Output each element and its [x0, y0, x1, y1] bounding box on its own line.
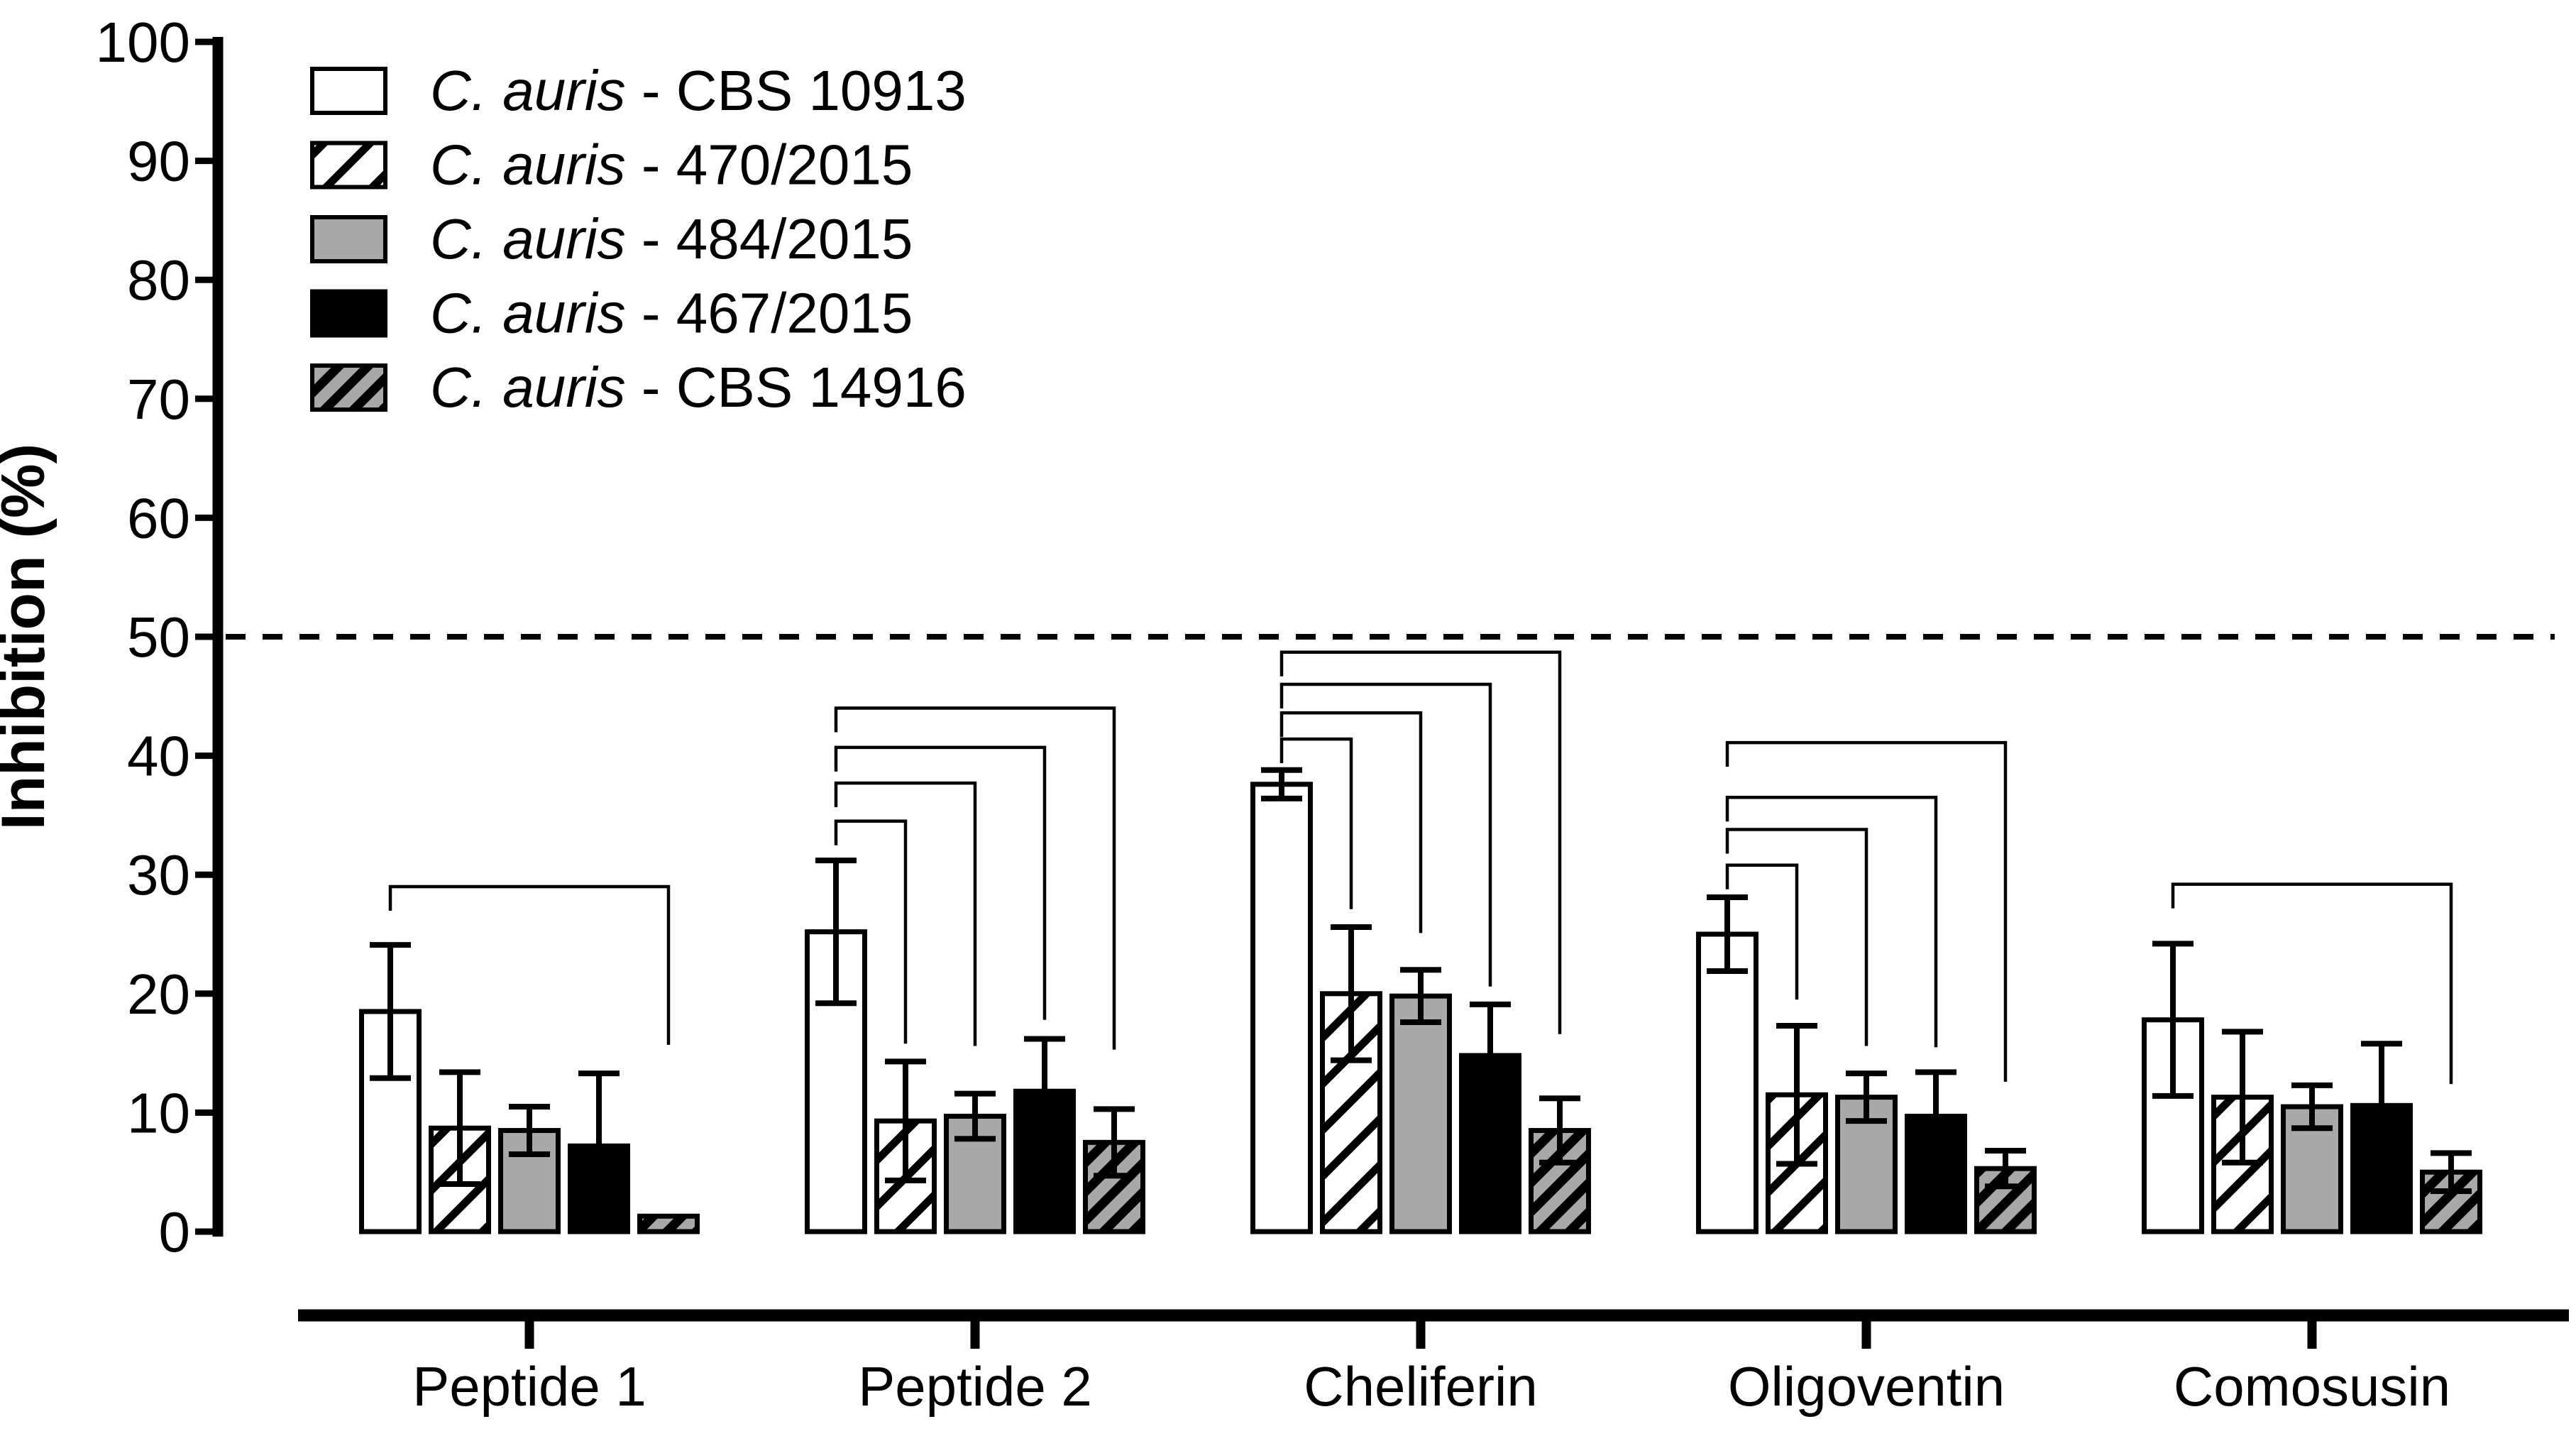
error-bar-peptide-1-484-2015: [509, 1104, 550, 1158]
error-bar-peptide-2-cbs-14916: [1094, 1106, 1135, 1179]
bars: [359, 767, 2482, 1234]
bar-peptide-1-cbs-14916: [637, 1213, 700, 1234]
error-bar-comosusin-467-2015: [2361, 1041, 2402, 1171]
significance-bracket-cheliferin-8: [1279, 682, 1492, 987]
y-tick-label-10: 10: [127, 1081, 190, 1144]
y-tick-label-40: 40: [127, 725, 190, 788]
significance-bracket-oligoventin-11: [1725, 828, 1868, 1046]
x-category-label-peptide-2: Peptide 2: [858, 1355, 1092, 1418]
significance-bracket-oligoventin-12: [1725, 796, 1938, 1048]
significance-bracket-peptide-2-4: [834, 745, 1047, 1020]
y-tick-label-60: 60: [127, 486, 190, 549]
significance-brackets: [388, 650, 2453, 1085]
legend-swatch-cbs-10913: [310, 67, 387, 115]
x-category-label-comosusin: Comosusin: [2174, 1355, 2450, 1418]
y-tick-label-50: 50: [127, 606, 190, 669]
error-bar-oligoventin-cbs-14916: [1985, 1148, 2026, 1190]
error-bar-cheliferin-cbs-10913: [1261, 767, 1302, 801]
significance-bracket-cheliferin-6: [1279, 737, 1353, 909]
error-bar-cheliferin-484-2015: [1400, 967, 1441, 1026]
y-tick-label-70: 70: [127, 368, 190, 431]
group-peptide-2: [805, 858, 1145, 1234]
error-bar-comosusin-cbs-10913: [2152, 941, 2194, 1099]
group-comosusin: [2142, 941, 2482, 1234]
x-category-label-cheliferin: Cheliferin: [1304, 1355, 1537, 1418]
x-category-label-peptide-1: Peptide 1: [412, 1355, 646, 1418]
group-cheliferin: [1250, 767, 1591, 1234]
group-oligoventin: [1696, 894, 2037, 1234]
legend-item-470-2015: C. auris - 470/2015: [310, 133, 913, 197]
error-bar-peptide-2-cbs-10913: [815, 858, 857, 1007]
x-category-label-oligoventin: Oligoventin: [1728, 1355, 2005, 1418]
error-bar-cheliferin-467-2015: [1470, 1001, 1511, 1110]
legend-label-470-2015: C. auris - 470/2015: [430, 133, 913, 197]
significance-bracket-peptide-2-3: [834, 781, 977, 1046]
legend-swatch-467-2015: [310, 289, 387, 338]
significance-bracket-oligoventin-10: [1725, 863, 1799, 1000]
legend-label-cbs-14916: C. auris - CBS 14916: [430, 356, 967, 419]
significance-bracket-peptide-1-1: [388, 884, 671, 1045]
significance-bracket-peptide-2-5: [834, 706, 1116, 1050]
significance-bracket-cheliferin-9: [1279, 650, 1562, 1034]
legend-item-cbs-10913: C. auris - CBS 10913: [310, 59, 967, 122]
error-bar-cheliferin-cbs-14916: [1539, 1095, 1580, 1166]
significance-bracket-cheliferin-7: [1279, 711, 1423, 933]
y-tick-label-90: 90: [127, 130, 190, 193]
error-bar-comosusin-470-2015: [2222, 1029, 2263, 1166]
error-bar-peptide-2-484-2015: [954, 1090, 996, 1142]
significance-bracket-comosusin-14: [2171, 882, 2453, 1085]
significance-bracket-oligoventin-13: [1725, 740, 2008, 1082]
y-tick-label-100: 100: [96, 11, 190, 74]
error-bar-oligoventin-484-2015: [1846, 1070, 1887, 1124]
y-tick-label-20: 20: [127, 963, 190, 1026]
error-bar-oligoventin-470-2015: [1776, 1023, 1817, 1167]
y-axis: 0 10 20 30 40 50 60 70 80 90 100: [96, 11, 224, 1264]
y-tick-label-0: 0: [159, 1200, 191, 1264]
legend-swatch-cbs-14916: [310, 363, 387, 412]
bar-cheliferin-cbs-10913: [1250, 782, 1313, 1234]
error-bar-peptide-2-467-2015: [1024, 1036, 1065, 1146]
legend-label-484-2015: C. auris - 484/2015: [430, 207, 913, 270]
y-tick-label-30: 30: [127, 843, 190, 907]
x-axis: Peptide 1 Peptide 2 Cheliferin Oligoventin C…: [298, 1309, 2569, 1418]
error-bar-peptide-1-470-2015: [439, 1069, 480, 1187]
error-bar-comosusin-cbs-14916: [2431, 1150, 2472, 1195]
error-bar-peptide-1-467-2015: [578, 1070, 620, 1222]
y-axis-title: Inhibition (%): [0, 444, 57, 831]
legend-label-cbs-10913: C. auris - CBS 10913: [430, 59, 967, 122]
error-bar-peptide-2-470-2015: [885, 1058, 926, 1183]
legend-swatch-470-2015: [310, 141, 387, 190]
error-bar-oligoventin-cbs-10913: [1707, 894, 1748, 974]
y-tick-label-80: 80: [127, 248, 190, 312]
legend-item-484-2015: C. auris - 484/2015: [310, 207, 913, 270]
legend: C. auris - CBS 10913 C. auris - 470/2015 C…: [310, 59, 967, 419]
legend-item-cbs-14916: C. auris - CBS 14916: [310, 356, 967, 419]
legend-item-467-2015: C. auris - 467/2015: [310, 282, 913, 345]
legend-label-467-2015: C. auris - 467/2015: [430, 282, 913, 345]
error-bar-peptide-1-cbs-10913: [370, 942, 411, 1081]
legend-swatch-484-2015: [310, 215, 387, 263]
error-bar-cheliferin-470-2015: [1331, 924, 1372, 1063]
bar-oligoventin-cbs-10913: [1696, 931, 1758, 1234]
error-bar-oligoventin-467-2015: [1915, 1069, 1956, 1163]
significance-bracket-peptide-2-2: [834, 819, 908, 1044]
bar-comosusin-cbs-14916: [2420, 1169, 2482, 1234]
error-bar-comosusin-484-2015: [2291, 1082, 2333, 1132]
bar-cheliferin-484-2015: [1389, 993, 1452, 1234]
group-peptide-1: [359, 942, 700, 1234]
